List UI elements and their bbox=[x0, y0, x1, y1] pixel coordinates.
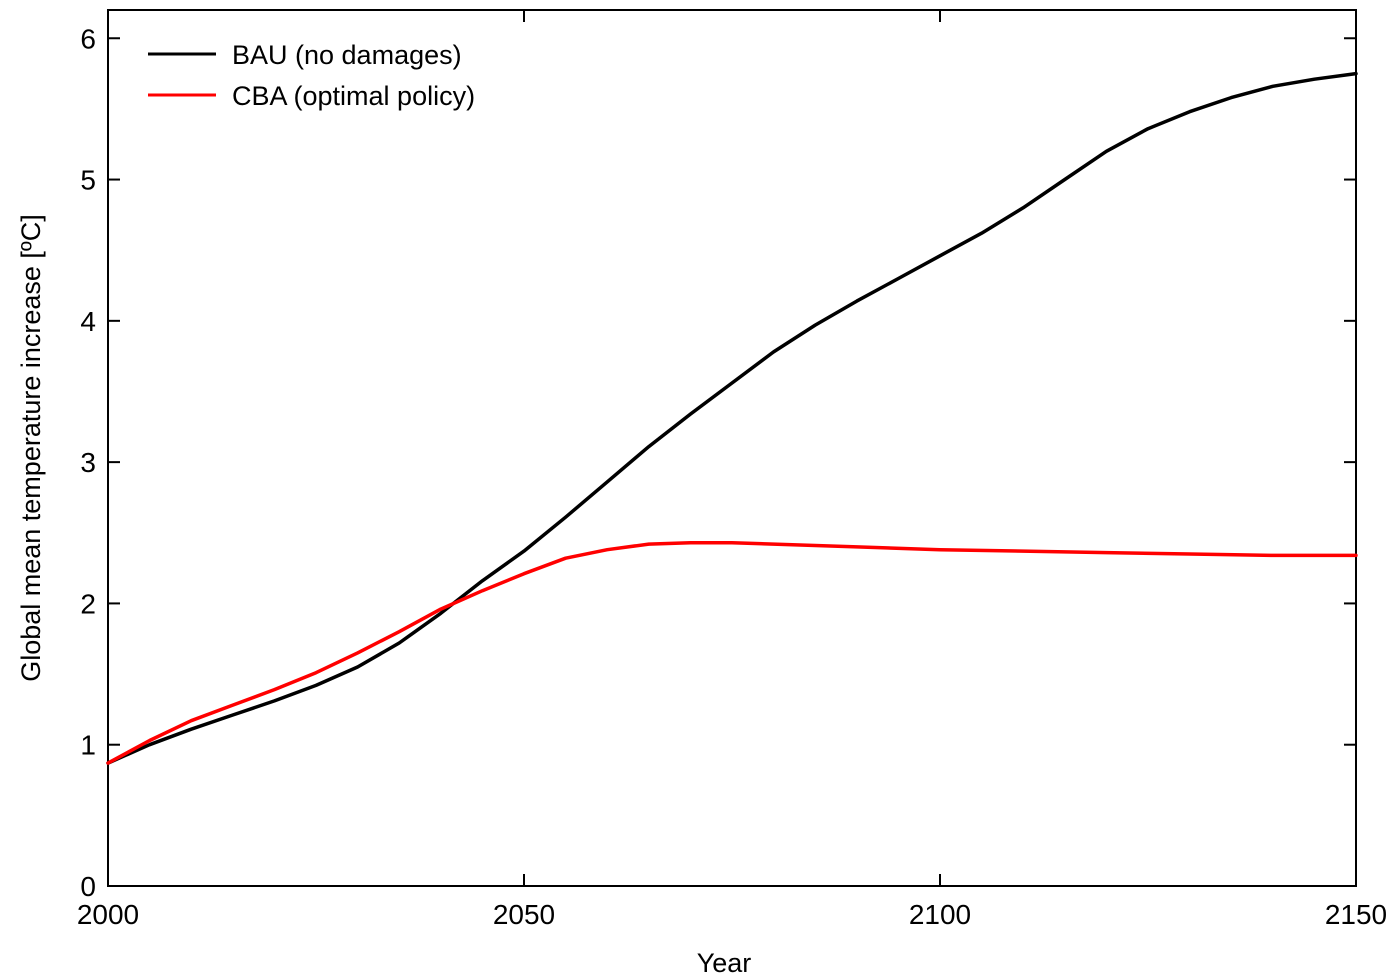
y-tick-label: 0 bbox=[80, 871, 96, 902]
y-tick-label: 4 bbox=[80, 306, 96, 337]
y-tick-label: 1 bbox=[80, 730, 96, 761]
series-lines bbox=[106, 71, 1358, 765]
y-ticks: 0 1 2 3 4 5 6 bbox=[80, 23, 1356, 902]
y-tick-label: 5 bbox=[80, 165, 96, 196]
legend-label-cba: CBA (optimal policy) bbox=[232, 81, 475, 111]
x-tick-label: 2050 bbox=[493, 899, 555, 930]
x-tick-label: 2100 bbox=[909, 899, 971, 930]
y-axis-label: Global mean temperature increase [ºC] bbox=[16, 214, 46, 682]
x-axis-label: Year bbox=[697, 948, 752, 976]
series-line-cba bbox=[106, 540, 1358, 765]
x-tick-label: 2000 bbox=[77, 899, 139, 930]
plot-area bbox=[107, 9, 1357, 887]
y-tick-label: 2 bbox=[80, 588, 96, 619]
series-line-bau bbox=[106, 71, 1358, 765]
y-tick-label: 6 bbox=[80, 23, 96, 54]
x-ticks: 2000 2050 2100 2150 bbox=[77, 10, 1387, 930]
x-tick-label: 2150 bbox=[1325, 899, 1387, 930]
legend-label-bau: BAU (no damages) bbox=[232, 40, 462, 70]
legend: BAU (no damages) CBA (optimal policy) bbox=[148, 40, 475, 111]
y-tick-label: 3 bbox=[80, 447, 96, 478]
